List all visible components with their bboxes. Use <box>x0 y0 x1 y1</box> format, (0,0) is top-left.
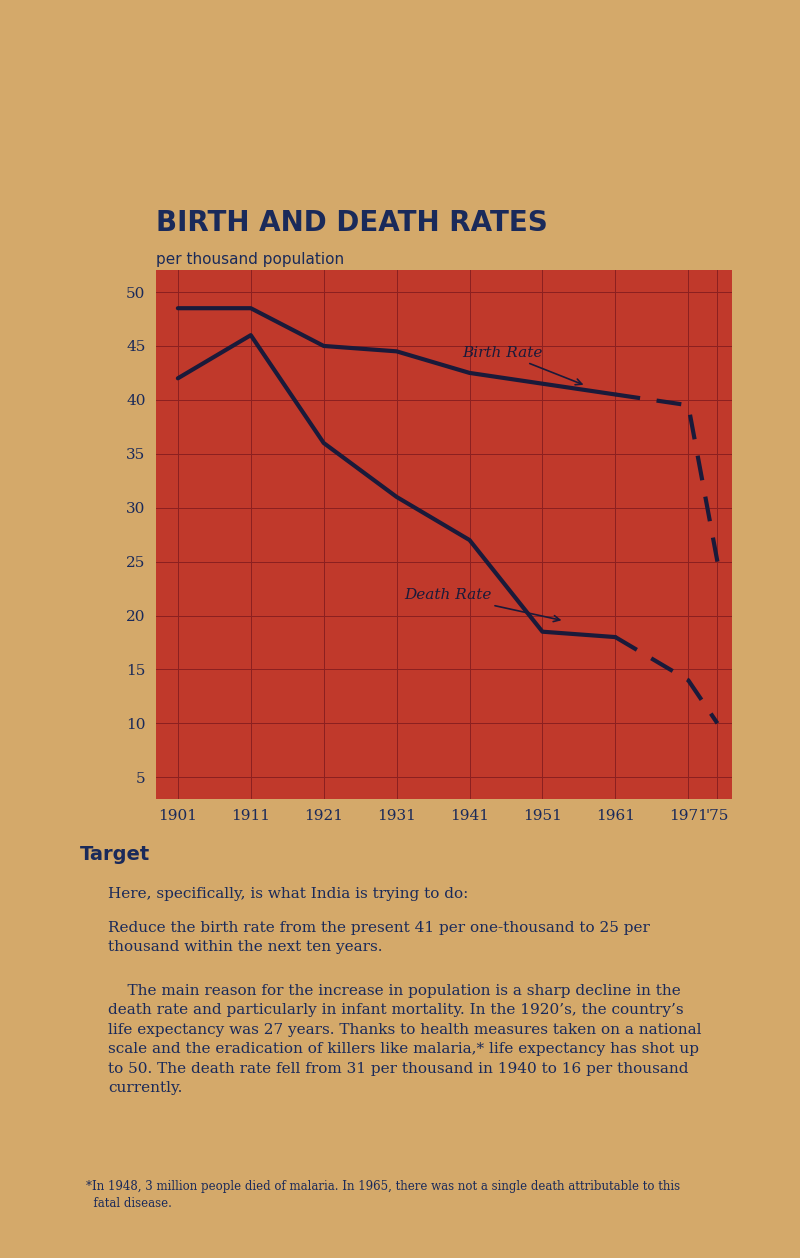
Text: The main reason for the increase in population is a sharp decline in the
death r: The main reason for the increase in popu… <box>108 984 702 1096</box>
Text: per thousand population: per thousand population <box>156 252 344 267</box>
Text: Reduce the birth rate from the present 41 per one-thousand to 25 per
thousand wi: Reduce the birth rate from the present 4… <box>108 921 650 955</box>
Text: Here, specifically, is what India is trying to do:: Here, specifically, is what India is try… <box>108 887 468 901</box>
Text: Birth Rate: Birth Rate <box>462 346 582 385</box>
Text: *In 1948, 3 million people died of malaria. In 1965, there was not a single deat: *In 1948, 3 million people died of malar… <box>86 1180 680 1210</box>
Text: BIRTH AND DEATH RATES: BIRTH AND DEATH RATES <box>156 209 548 237</box>
Text: Death Rate: Death Rate <box>404 589 560 621</box>
Text: Target: Target <box>80 845 150 864</box>
